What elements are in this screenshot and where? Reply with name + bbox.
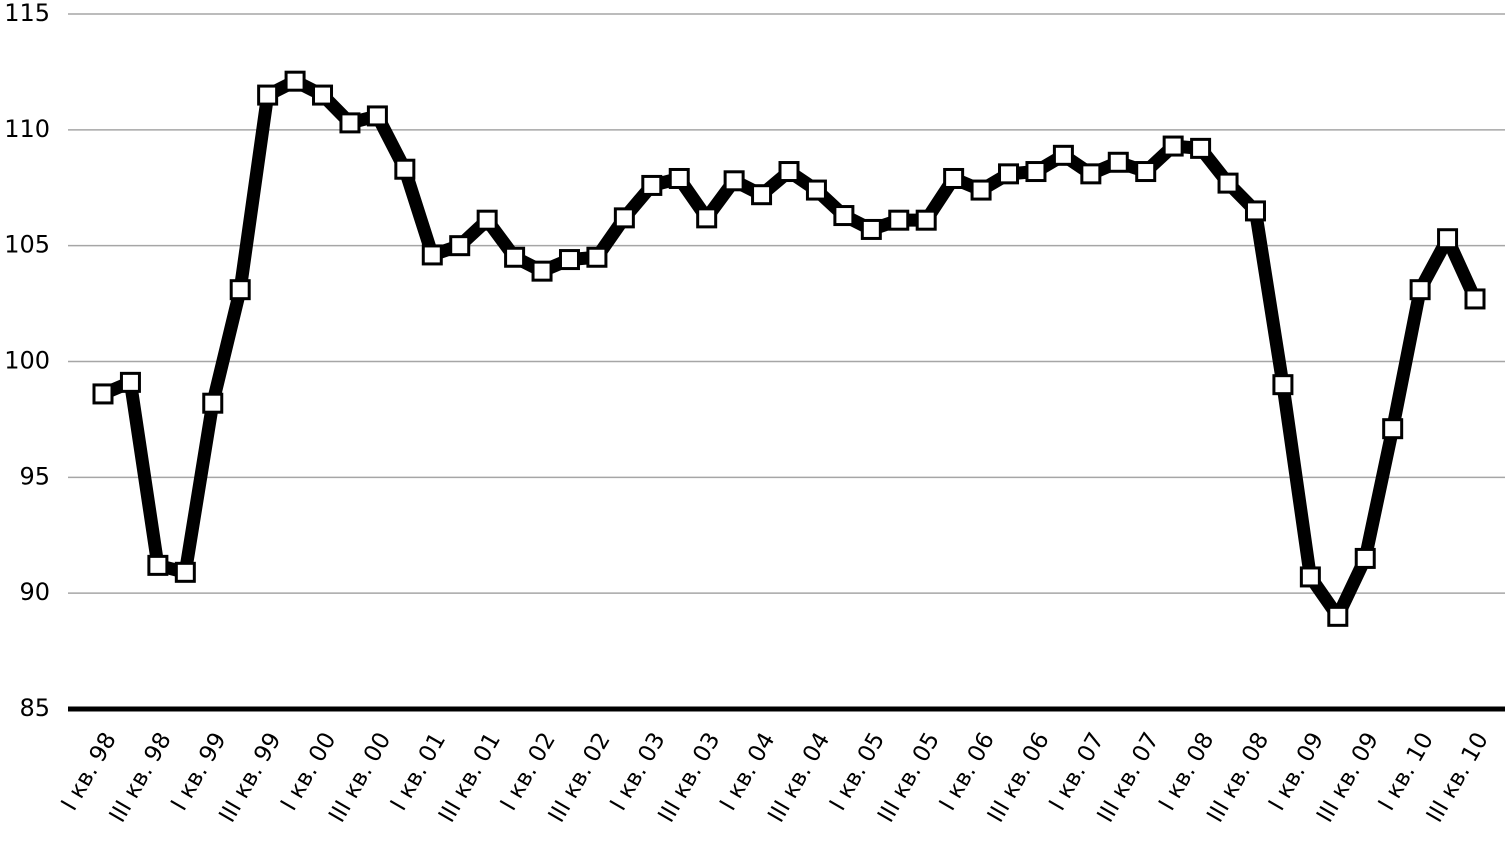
marker (421, 244, 443, 266)
marker (696, 207, 718, 229)
marker (915, 209, 937, 231)
marker (1080, 163, 1102, 185)
marker (449, 235, 471, 257)
marker (1354, 547, 1376, 569)
y-tick-label: 115 (4, 0, 50, 27)
marker (1382, 418, 1404, 440)
marker (860, 218, 882, 240)
marker (339, 112, 361, 134)
marker (504, 246, 526, 268)
marker (888, 209, 910, 231)
marker (1464, 288, 1486, 310)
marker (1244, 200, 1266, 222)
marker (1107, 151, 1129, 173)
y-tick-label: 100 (4, 347, 50, 375)
marker (1052, 144, 1074, 166)
marker (394, 158, 416, 180)
marker (1135, 161, 1157, 183)
marker (558, 249, 580, 271)
marker (668, 167, 690, 189)
marker (1190, 137, 1212, 159)
y-tick-label: 110 (4, 115, 50, 143)
marker (229, 279, 251, 301)
marker (1025, 161, 1047, 183)
marker (1299, 566, 1321, 588)
marker (751, 184, 773, 206)
marker (1162, 135, 1184, 157)
marker (998, 163, 1020, 185)
y-tick-label: 85 (19, 694, 50, 722)
y-tick-label: 90 (19, 578, 50, 606)
marker (613, 207, 635, 229)
y-tick-label: 105 (4, 231, 50, 259)
marker (641, 174, 663, 196)
marker (284, 70, 306, 92)
marker (174, 561, 196, 583)
marker (778, 161, 800, 183)
marker (1437, 228, 1459, 250)
marker (119, 371, 141, 393)
marker (586, 246, 608, 268)
marker (833, 205, 855, 227)
marker (92, 383, 114, 405)
marker (1409, 279, 1431, 301)
marker (476, 209, 498, 231)
marker (531, 260, 553, 282)
marker (202, 392, 224, 414)
y-tick-label: 95 (19, 462, 50, 490)
marker (1327, 605, 1349, 627)
marker (1272, 374, 1294, 396)
marker (943, 167, 965, 189)
marker (1217, 172, 1239, 194)
marker (723, 170, 745, 192)
marker (257, 84, 279, 106)
marker (366, 105, 388, 127)
marker (970, 179, 992, 201)
marker (147, 554, 169, 576)
marker (805, 179, 827, 201)
marker (312, 84, 334, 106)
